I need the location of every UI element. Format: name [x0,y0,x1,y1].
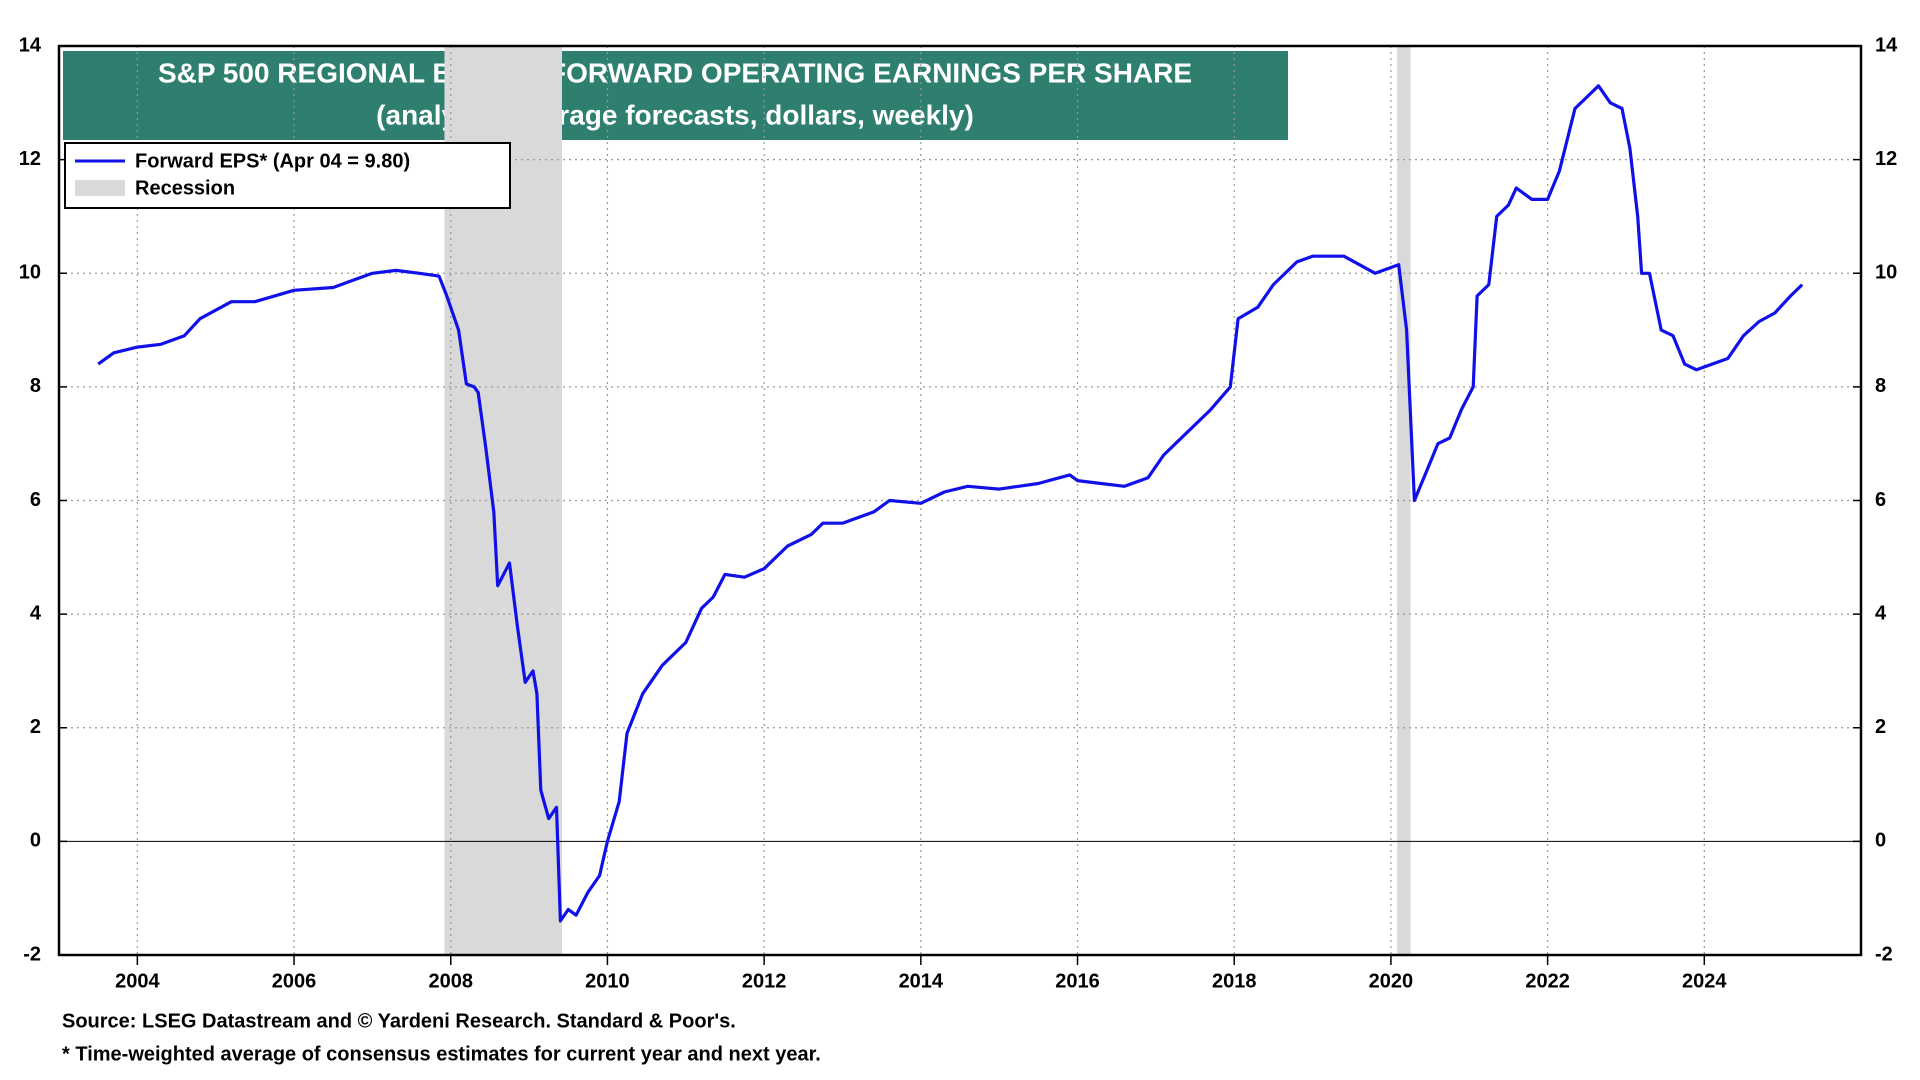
x-tick-label: 2012 [742,970,787,992]
title-box [63,51,1288,140]
y-tick-label: 0 [30,830,41,852]
x-tick-label: 2022 [1525,970,1570,992]
x-tick-label: 2004 [115,970,160,992]
y2-tick-label: 6 [1875,489,1886,511]
y-tick-label: 2 [30,716,41,738]
y2-tick-label: 10 [1875,262,1897,284]
note: * Time-weighted average of consensus est… [62,1043,821,1065]
y-tick-label: 12 [19,148,41,170]
legend-label: Recession [135,177,235,199]
line-series [97,84,1804,923]
x-tick-label: 2024 [1682,970,1727,992]
x-tick-label: 2018 [1212,970,1257,992]
y-tick-label: -2 [23,943,41,965]
y2-tick-label: 2 [1875,716,1886,738]
y2-tick-label: -2 [1875,943,1893,965]
y2-tick-label: 4 [1875,602,1887,624]
y2-tick-label: 14 [1875,34,1898,56]
legend-swatch [75,180,125,196]
y2-tick-label: 12 [1875,148,1897,170]
y-tick-label: 4 [30,602,42,624]
legend-box [64,142,511,209]
x-tick-label: 2014 [899,970,944,992]
y2-tick-label: 8 [1875,375,1886,397]
x-tick-label: 2016 [1055,970,1100,992]
y-tick-label: 8 [30,375,41,397]
y-tick-label: 6 [30,489,41,511]
x-tick-label: 2020 [1369,970,1414,992]
plot-frame [57,44,1863,957]
chart-title: S&P 500 REGIONAL BANKS: FORWARD OPERATIN… [158,57,1192,88]
x-tick-label: 2006 [272,970,317,992]
y-tick-label: 14 [19,34,42,56]
legend-label: Forward EPS* (Apr 04 = 9.80) [135,150,410,172]
x-tick-label: 2008 [428,970,473,992]
x-tick-label: 2010 [585,970,630,992]
source: Source: LSEG Datastream and © Yardeni Re… [62,1010,736,1032]
y2-tick-label: 0 [1875,830,1886,852]
y-tick-label: 10 [19,262,41,284]
